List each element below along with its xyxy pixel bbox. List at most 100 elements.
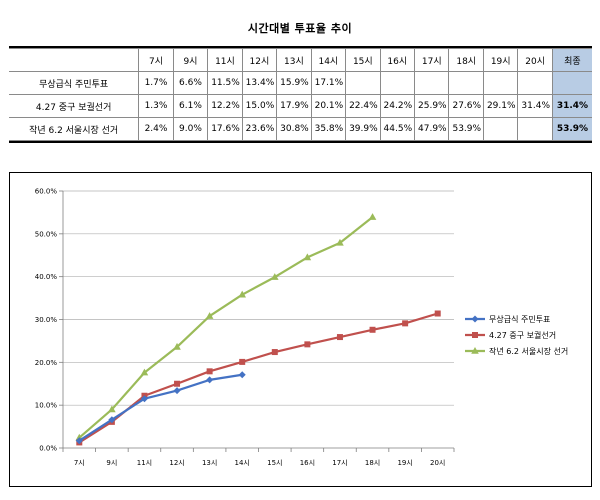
table-row: 작년 6.2 서울시장 선거 2.4% 9.0% 17.6% 23.6% 30.8% 35.… [9, 117, 592, 141]
table-header-cell: 9시 [172, 48, 209, 72]
table-cell: 15.0% [241, 94, 278, 118]
table-cell: 12.2% [207, 94, 243, 118]
table-cell [448, 71, 484, 95]
table-cell: 15.9% [276, 71, 312, 95]
x-tick-label: 12시 [169, 459, 184, 467]
table-row: 무상급식 주민투표 1.7% 6.6% 11.5% 13.4% 15.9% 17.1% [9, 71, 592, 95]
table-cell: 47.9% [414, 117, 450, 141]
page-title: 시간대별 투표율 추이 [247, 22, 353, 35]
legend-label: 작년 6.2 서울시장 선거 [489, 346, 568, 356]
table-cell: 30.8% [276, 117, 312, 141]
table-header-cell: 최종 [551, 48, 592, 72]
table-header-cell: 18시 [448, 48, 484, 72]
x-tick-label: 7시 [74, 459, 85, 467]
table-cell: 53.9% [448, 117, 484, 141]
table-cell [482, 71, 519, 95]
table-header-cell: 19시 [482, 48, 519, 72]
data-point-series-1 [75, 437, 83, 445]
table-cell [482, 117, 519, 141]
table-cell: 17.9% [276, 94, 312, 118]
data-point-series-3 [303, 253, 312, 261]
table-cell: 6.1% [172, 94, 209, 118]
legend-marker [471, 347, 479, 354]
y-tick-label: 50.0% [35, 230, 58, 238]
legend-marker [471, 315, 479, 323]
data-point-series-3 [205, 312, 214, 319]
table-header-cell: 14시 [310, 48, 347, 72]
table-row-label: 무상급식 주민투표 [9, 71, 140, 95]
y-tick-label: 60.0% [35, 188, 58, 196]
x-tick-label: 19시 [397, 459, 412, 467]
table-cell: 31.4% [517, 94, 553, 118]
table-row-label: 작년 6.2 서울시장 선거 [9, 117, 140, 141]
table-row-label: 4.27 중구 보궐선거 [9, 94, 140, 118]
table-cell [517, 117, 553, 141]
table-cell: 1.7% [138, 71, 174, 95]
table-header-cell: 13시 [276, 48, 312, 72]
table-cell [414, 71, 450, 95]
table-cell [345, 71, 381, 95]
legend-marker [472, 332, 478, 338]
table-cell: 25.9% [414, 94, 450, 118]
table-cell: 29.1% [482, 94, 519, 118]
data-point-series-3 [336, 238, 344, 246]
legend-label: 무상급식 주민투표 [489, 314, 550, 324]
x-tick-label: 20시 [430, 459, 445, 467]
table-header-cell: 7시 [138, 48, 174, 72]
table-cell: 6.6% [172, 71, 209, 95]
data-point-series-2 [369, 326, 376, 333]
data-point-series-3 [238, 290, 247, 298]
table-cell: 13.4% [241, 71, 278, 95]
data-point-series-2 [174, 380, 181, 387]
table-cell: 22.4% [345, 94, 381, 118]
data-point-series-3 [368, 213, 377, 220]
data-point-series-3 [270, 273, 279, 280]
table-cell: 27.6% [448, 94, 484, 118]
table-cell [517, 71, 553, 95]
data-point-series-2 [271, 349, 278, 356]
y-tick-label: 30.0% [35, 316, 58, 324]
table-cell: 39.9% [345, 117, 381, 141]
y-tick-label: 10.0% [35, 402, 58, 410]
table-top-rule [9, 46, 592, 48]
x-tick-label: 15시 [267, 459, 282, 467]
table-cell: 20.1% [310, 94, 347, 118]
table-header-row: 7시 9시 11시 12시 13시 14시 15시 16시 17시 18시 19시 20시 최종 [9, 48, 592, 72]
table-header-cell: 11시 [207, 48, 243, 72]
turnout-table-wrap: 7시 9시 11시 12시 13시 14시 15시 16시 17시 18시 19시 20시 최종 무상급… [9, 46, 592, 143]
table-cell: 9.0% [172, 117, 209, 141]
table-cell: 44.5% [379, 117, 416, 141]
table-cell: 35.8% [310, 117, 347, 141]
table-final-cell: 31.4% [551, 94, 592, 118]
data-point-series-2 [336, 334, 343, 341]
y-tick-label: 0.0% [39, 445, 57, 453]
turnout-table: 7시 9시 11시 12시 13시 14시 15시 16시 17시 18시 19시 20시 최종 무상급… [9, 48, 592, 141]
table-bottom-rule [9, 141, 592, 143]
table-final-cell: 53.9% [551, 117, 592, 141]
table-cell: 17.1% [310, 71, 347, 95]
data-point-series-1 [108, 416, 116, 424]
series-line-1 [78, 373, 243, 442]
y-tick-label: 40.0% [35, 273, 58, 281]
data-point-series-2 [434, 310, 441, 317]
chart-frame: 0.0% 10.0% 20.0% 30.0% 40.0% 50.0% 60.0% 7시 9시 11… [9, 172, 592, 487]
data-point-series-3 [108, 405, 116, 413]
table-header-cell: 17시 [414, 48, 450, 72]
data-point-series-1 [140, 395, 148, 403]
table-header-cell: 16시 [379, 48, 416, 72]
x-tick-label: 16시 [300, 459, 315, 467]
turnout-line-chart: 0.0% 10.0% 20.0% 30.0% 40.0% 50.0% 60.0% 7시 9시 11… [35, 188, 568, 468]
legend-label: 4.27 중구 보궐선거 [489, 331, 556, 340]
x-tick-label: 11시 [137, 459, 152, 467]
table-header-cell: 12시 [241, 48, 278, 72]
data-point-series-2 [239, 358, 246, 365]
x-tick-label: 17시 [332, 459, 347, 467]
series-line-2 [78, 312, 439, 444]
data-point-series-2 [304, 341, 311, 348]
x-tick-label: 13시 [202, 459, 217, 467]
data-point-series-2 [402, 320, 409, 327]
table-corner-cell [9, 48, 140, 72]
data-point-series-3 [140, 368, 149, 376]
x-tick-label: 18시 [365, 459, 380, 467]
table-cell: 2.4% [138, 117, 174, 141]
